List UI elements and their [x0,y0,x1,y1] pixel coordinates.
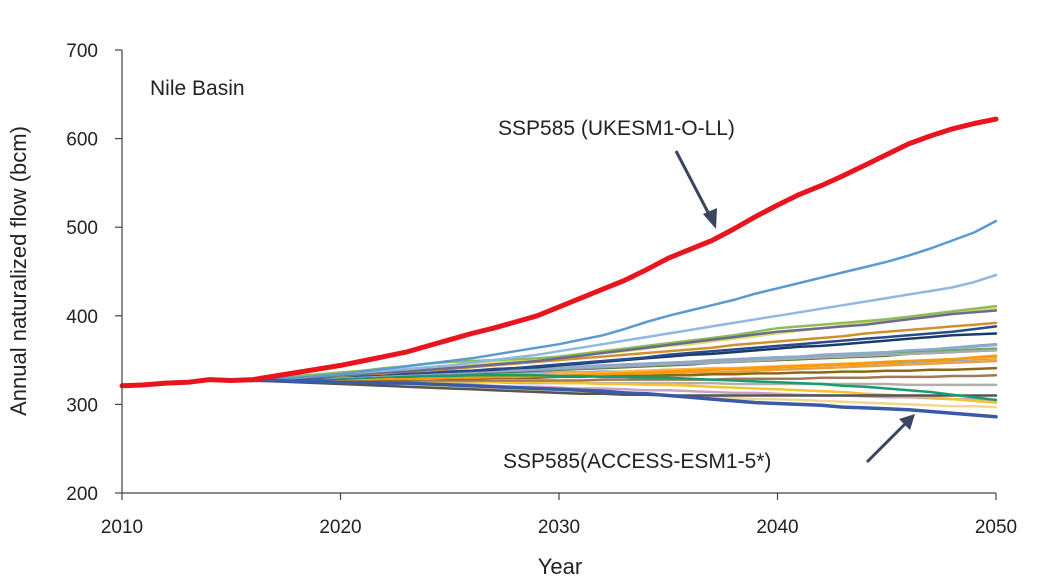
ticks-layer: 200 300 400 500 600 700 2010 2020 2030 2040 2050 [66,41,1017,538]
x-tick-label: 2020 [319,517,361,538]
arrow-layer [674,150,915,464]
arrow-access [865,421,908,464]
annotation-access: SSP585(ACCESS-ESM1-5*) [503,450,771,473]
y-axis-title: Annual naturalized flow (bcm) [6,126,31,416]
y-tick-label: 400 [66,307,98,328]
y-tick-label: 500 [66,218,98,239]
y-tick-label: 200 [66,484,98,505]
arrow-ukesm-head [703,208,717,229]
series-line-27 [119,116,999,389]
y-tick-label: 600 [66,130,98,151]
panel-label: Nile Basin [150,77,245,100]
x-axis-title: Year [538,554,582,579]
x-tick-label: 2030 [538,517,580,538]
annotation-ukesm: SSP585 (UKESM1-O-LL) [498,117,735,140]
y-tick-label: 700 [66,41,98,62]
y-tick-label: 300 [66,395,98,416]
arrow-ukesm [674,150,714,221]
x-tick-label: 2040 [756,517,798,538]
series-layer [119,116,999,419]
arrow-access-head [899,414,915,430]
x-tick-label: 2010 [101,517,143,538]
series-line-26 [120,377,998,419]
x-tick-label: 2050 [975,517,1017,538]
